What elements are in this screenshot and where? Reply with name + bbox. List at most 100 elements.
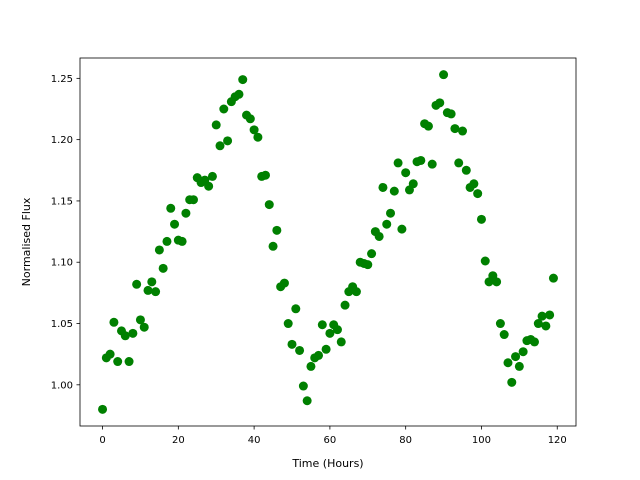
y-tick-label: 1.25 (51, 74, 73, 85)
point (378, 182, 388, 192)
point (454, 158, 464, 168)
point (113, 357, 123, 367)
point (298, 381, 308, 391)
point (211, 120, 221, 130)
point (514, 361, 524, 371)
y-tick-label: 1.00 (51, 380, 73, 391)
x-tick-label: 100 (472, 435, 491, 446)
y-tick-label: 1.10 (51, 258, 73, 269)
point (109, 317, 119, 327)
y-axis-label: Normalised Flux (20, 197, 33, 286)
point (98, 404, 108, 414)
point (215, 141, 225, 151)
point (336, 337, 346, 347)
point (435, 98, 445, 108)
point (268, 241, 278, 251)
point (128, 328, 138, 338)
point (234, 89, 244, 99)
point (181, 208, 191, 218)
point (207, 171, 217, 181)
y-tick-label: 1.20 (51, 135, 73, 146)
point (132, 279, 142, 289)
point (291, 304, 301, 314)
point (340, 300, 350, 310)
x-axis-label: Time (Hours) (291, 457, 363, 470)
point (306, 361, 316, 371)
point (499, 330, 509, 340)
point (545, 310, 555, 320)
point (332, 325, 342, 335)
y-tick-label: 1.15 (51, 196, 73, 207)
point (416, 155, 426, 165)
point (389, 186, 399, 196)
point (382, 219, 392, 229)
point (408, 179, 418, 189)
point (461, 165, 471, 175)
point (427, 159, 437, 169)
point (154, 245, 164, 255)
point (480, 256, 490, 266)
point (458, 126, 468, 136)
point (139, 322, 149, 332)
point (518, 347, 528, 357)
point (204, 181, 214, 191)
point (105, 349, 115, 359)
point (279, 278, 289, 288)
point (317, 320, 327, 330)
x-tick-label: 0 (99, 435, 105, 446)
point (548, 273, 558, 283)
point (295, 345, 305, 355)
point (446, 109, 456, 119)
point (219, 104, 229, 114)
point (321, 344, 331, 354)
point (314, 350, 324, 360)
point (223, 136, 233, 146)
point (374, 231, 384, 241)
point (351, 287, 361, 297)
x-tick-label: 60 (324, 435, 337, 446)
point (476, 214, 486, 224)
point (469, 179, 479, 189)
point (260, 170, 270, 180)
point (393, 158, 403, 168)
x-tick-label: 40 (248, 435, 261, 446)
point (367, 249, 377, 259)
point (124, 357, 134, 367)
point (158, 263, 168, 273)
point (492, 277, 502, 287)
x-tick-label: 80 (399, 435, 412, 446)
point (507, 377, 517, 387)
point (188, 195, 198, 205)
point (530, 337, 540, 347)
point (143, 285, 153, 295)
point (302, 396, 312, 406)
point (170, 219, 180, 229)
point (166, 203, 176, 213)
x-tick-label: 120 (548, 435, 567, 446)
y-tick-label: 1.05 (51, 319, 73, 330)
point (386, 208, 396, 218)
plot-frame (79, 57, 577, 427)
point (147, 277, 157, 287)
point (363, 260, 373, 270)
point (238, 75, 248, 85)
point (401, 168, 411, 178)
point (264, 200, 274, 210)
point (397, 224, 407, 234)
point (537, 311, 547, 321)
point (423, 121, 433, 131)
point (249, 125, 259, 135)
point (503, 358, 513, 368)
point (473, 189, 483, 199)
point (253, 132, 263, 142)
point (450, 124, 460, 134)
point (439, 70, 449, 80)
point (151, 287, 161, 297)
point (283, 319, 293, 329)
point (272, 225, 282, 235)
x-tick-label: 20 (172, 435, 185, 446)
point (325, 328, 335, 338)
